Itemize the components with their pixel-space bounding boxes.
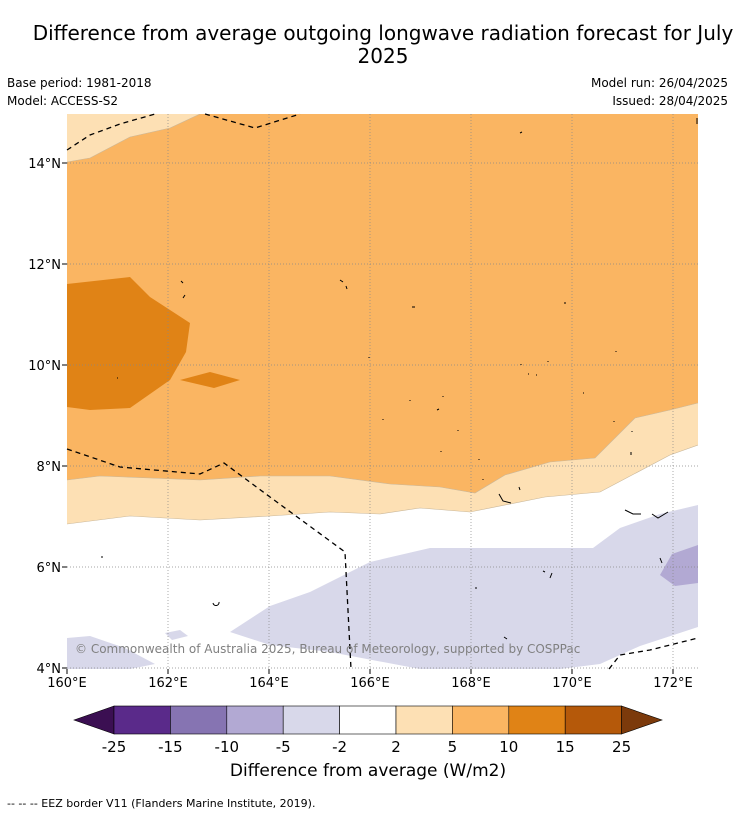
base-period-text: Base period: 1981-2018 — [7, 76, 152, 90]
metadata-right: Model run: 26/04/2025 Issued: 28/04/2025 — [591, 76, 728, 112]
contour-band-10-15-small — [180, 372, 240, 388]
contour-band-minus5-minus2 — [230, 505, 698, 669]
colorbar-tick-label: -15 — [158, 738, 183, 756]
metadata-left: Base period: 1981-2018 Model: ACCESS-S2 — [7, 76, 152, 112]
lon-tick-label: 166°E — [350, 676, 390, 691]
axis-ticks — [62, 162, 674, 674]
lon-tick-label: 168°E — [451, 676, 491, 691]
lon-tick-label: 170°E — [552, 676, 592, 691]
colorbar-tick-label: 10 — [499, 738, 518, 756]
lat-tick-label: 10°N — [28, 359, 61, 374]
colorbar-tick-label: 5 — [448, 738, 458, 756]
contour-line-2 — [67, 444, 698, 525]
latitude-axis: 14°N 12°N 10°N 8°N 6°N 4°N — [28, 157, 61, 677]
colorbar-swatch — [339, 705, 397, 735]
issued-text: Issued: 28/04/2025 — [612, 94, 728, 108]
colorbar-swatch — [282, 705, 340, 735]
model-run-text: Model run: 26/04/2025 — [590, 76, 728, 90]
map-title: Difference from average outgoing longwav… — [32, 21, 734, 68]
colorbar-swatch — [564, 705, 622, 735]
contour-band-minus5-minus2-spot — [165, 630, 188, 640]
colorbar-swatch — [452, 705, 510, 735]
lat-tick-label: 14°N — [28, 157, 61, 172]
colorbar-swatch — [226, 705, 284, 735]
eez-border-southeast — [608, 637, 699, 670]
copyright-text: © Commonwealth of Australia 2025, Bureau… — [75, 642, 580, 656]
contour-band-10-15 — [67, 277, 190, 410]
colorbar-tick-label: -25 — [102, 738, 127, 756]
colorbar-extend-low — [73, 705, 115, 735]
lat-tick-label: 12°N — [28, 258, 61, 273]
colorbar-tick-label: 25 — [612, 738, 631, 756]
islands — [101, 118, 698, 640]
colorbar-tick-labels: -25 -15 -10 -5 -2 2 5 10 15 25 — [102, 738, 631, 756]
model-text: Model: ACCESS-S2 — [7, 94, 119, 108]
contour-line-5 — [67, 114, 698, 494]
lon-tick-label: 164°E — [249, 676, 289, 691]
colorbar-tick-label: -10 — [215, 738, 240, 756]
island-marks — [101, 118, 698, 640]
colorbar-swatch — [508, 705, 566, 735]
lon-tick-label: 162°E — [148, 676, 188, 691]
colorbar-tick-label: 2 — [391, 738, 401, 756]
longitude-axis: 160°E 162°E 164°E 166°E 168°E 170°E 172°… — [47, 676, 693, 691]
colorbar-tick-label: -2 — [332, 738, 347, 756]
lat-tick-label: 4°N — [37, 662, 62, 677]
colorbar-tick-label: 15 — [556, 738, 575, 756]
lon-tick-label: 172°E — [653, 676, 693, 691]
colorbar-swatch — [395, 705, 453, 735]
gridlines — [67, 114, 698, 669]
anomaly-field — [67, 114, 698, 669]
colorbar-swatch — [113, 705, 171, 735]
eez-legend-note: -- -- -- EEZ border V11 (Flanders Marine… — [7, 797, 316, 810]
eez-border-north — [66, 113, 301, 151]
lon-tick-label: 160°E — [47, 676, 87, 691]
eez-border-central — [66, 448, 352, 670]
contour-band-minus10-minus5 — [660, 545, 698, 586]
colorbar-swatch — [170, 705, 228, 735]
contour-band-minus5-minus2-west — [67, 636, 155, 669]
colorbar-title: Difference from average (W/m2) — [229, 761, 507, 781]
colorbar-extend-high — [621, 705, 663, 735]
colorbar — [73, 705, 663, 735]
lat-tick-label: 6°N — [37, 561, 62, 576]
colorbar-tick-label: -5 — [276, 738, 291, 756]
lat-tick-label: 8°N — [37, 460, 62, 475]
eez-borders — [66, 113, 699, 670]
contour-band-5-10 — [67, 114, 698, 493]
